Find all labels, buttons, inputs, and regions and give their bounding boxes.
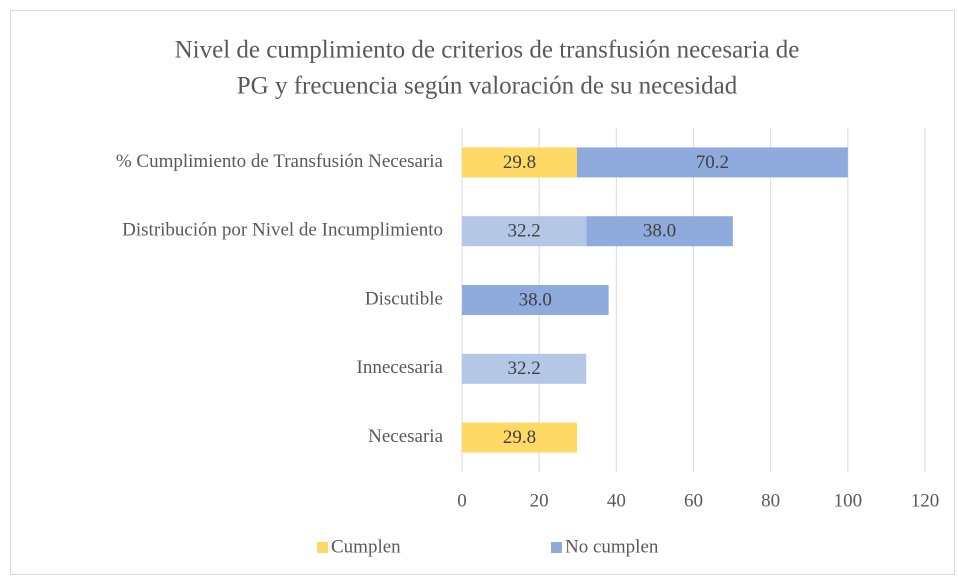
bar-segment (462, 353, 587, 384)
legend-swatch (551, 542, 562, 553)
y-tick-label: Necesaria (368, 426, 443, 447)
legend-label: No cumplen (565, 536, 659, 557)
y-tick-label: Innecesaria (357, 357, 444, 378)
y-tick-label: % Cumplimiento de Transfusión Necesaria (116, 151, 444, 172)
x-tick-label: 40 (607, 490, 626, 511)
x-tick-label: 20 (530, 490, 549, 511)
legend-label: Cumplen (331, 536, 401, 557)
y-tick-label: Discutible (365, 288, 443, 309)
chart-title: PG y frecuencia según valoración de su n… (237, 73, 738, 100)
data-label: 70.2 (696, 152, 729, 173)
x-tick-label: 0 (457, 490, 467, 511)
chart-title: Nivel de cumplimiento de criterios de tr… (175, 37, 800, 64)
bar-segment (462, 285, 609, 315)
data-label: 29.8 (503, 152, 536, 173)
bar-segment (576, 147, 848, 178)
data-label: 32.2 (507, 358, 540, 379)
x-tick-label: 80 (761, 490, 780, 511)
bar-segment (462, 422, 577, 453)
data-label: 32.2 (507, 221, 540, 242)
x-tick-label: 100 (834, 490, 863, 511)
bar-segment (462, 147, 577, 178)
y-tick-label: Distribución por Nivel de Incumplimiento (122, 220, 443, 241)
bar-segment (462, 216, 587, 247)
data-label: 38.0 (643, 221, 676, 242)
data-label: 38.0 (519, 289, 552, 310)
x-tick-label: 60 (684, 490, 703, 511)
bar-segment (586, 216, 733, 247)
data-label: 29.8 (503, 427, 536, 448)
x-tick-label: 120 (911, 490, 940, 511)
legend-swatch (317, 542, 328, 553)
